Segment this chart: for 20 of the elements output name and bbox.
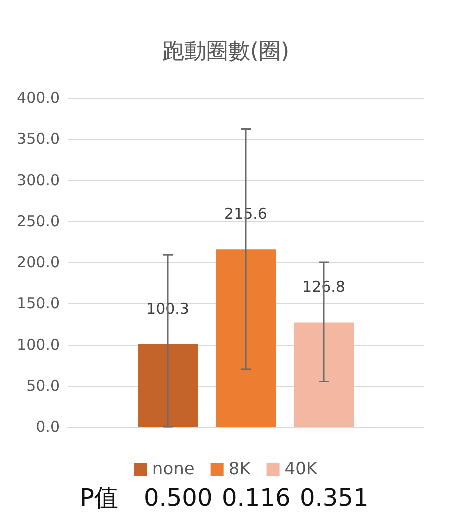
y-tick-label: 100.0 bbox=[17, 336, 60, 354]
legend-label: 8K bbox=[228, 460, 252, 480]
text: 0.351 bbox=[300, 484, 369, 512]
text: 0.116 bbox=[222, 484, 291, 512]
bar bbox=[138, 344, 198, 427]
bar bbox=[294, 322, 354, 427]
y-tick-label: 300.0 bbox=[17, 171, 60, 190]
chart-title: 跑動圈數(圈) bbox=[162, 40, 290, 64]
y-tick-label: 250.0 bbox=[17, 212, 60, 230]
y-tick-label: 0.0 bbox=[36, 418, 60, 436]
text: 0.500 bbox=[144, 484, 213, 512]
y-tick-label: 150.0 bbox=[17, 294, 60, 313]
legend-label: 40K bbox=[284, 460, 318, 480]
text: P值 bbox=[80, 484, 118, 512]
y-tick-label: 200.0 bbox=[17, 254, 60, 272]
legend-label: none bbox=[152, 460, 195, 480]
y-tick-label: 350.0 bbox=[17, 130, 60, 148]
y-tick-label: 50.0 bbox=[26, 376, 60, 395]
bar bbox=[216, 250, 276, 427]
y-tick-label: 400.0 bbox=[17, 89, 60, 107]
